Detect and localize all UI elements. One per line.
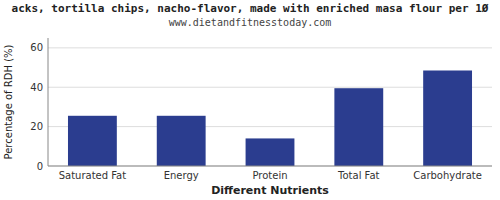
bar: [423, 70, 472, 166]
y-tick-label: 60: [30, 42, 43, 53]
x-tick-label: Saturated Fat: [59, 170, 127, 181]
x-tick-label: Total Fat: [337, 170, 379, 181]
bar: [157, 116, 206, 166]
bar: [68, 116, 117, 166]
bars: [68, 70, 472, 166]
bar: [246, 138, 295, 166]
chart: acks, tortilla chips, nacho-flavor, made…: [0, 0, 500, 200]
y-tick-label: 20: [30, 121, 43, 132]
y-axis-label: Percentage of RDH (%): [3, 44, 14, 159]
subtitle: www.dietandfitnesstoday.com: [169, 17, 332, 28]
x-axis-label: Different Nutrients: [211, 184, 329, 197]
x-tick-label: Protein: [252, 170, 287, 181]
x-tick-label: Energy: [164, 170, 199, 181]
bar: [334, 88, 383, 166]
title: acks, tortilla chips, nacho-flavor, made…: [12, 2, 489, 15]
x-axis-line: [48, 166, 492, 167]
grid-line: [48, 166, 492, 167]
y-tick-label: 40: [30, 82, 43, 93]
grid: [48, 48, 492, 166]
y-axis-line: [48, 38, 49, 166]
grid-line: [48, 47, 492, 48]
x-tick-label: Carbohydrate: [413, 170, 482, 181]
y-tick-label: 0: [37, 161, 43, 172]
